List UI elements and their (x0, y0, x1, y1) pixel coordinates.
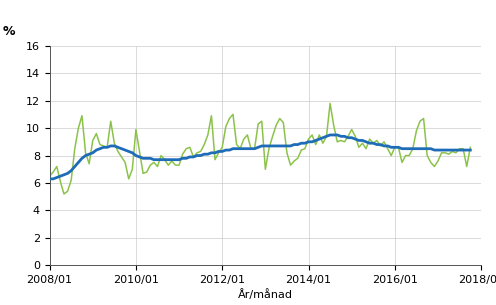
Relativt arbetslöshetstal, trend (190, 155, 196, 159)
Text: %: % (2, 25, 15, 38)
Relativt arbetslöshetstal, trend (341, 135, 347, 138)
Relativt arbetslöshetstal (467, 145, 473, 149)
Relativt arbetslöshetstal (384, 147, 390, 151)
Relativt arbetslöshetstal (61, 192, 67, 196)
Relativt arbetslöshetstal, trend (93, 148, 99, 152)
Relativt arbetslöshetstal, trend (327, 133, 333, 137)
Line: Relativt arbetslöshetstal, trend: Relativt arbetslöshetstal, trend (50, 135, 470, 179)
Relativt arbetslöshetstal (136, 150, 142, 153)
Relativt arbetslöshetstal, trend (133, 154, 139, 157)
Relativt arbetslöshetstal, trend (381, 144, 387, 148)
Relativt arbetslöshetstal (47, 174, 53, 178)
Line: Relativt arbetslöshetstal: Relativt arbetslöshetstal (50, 103, 470, 194)
Relativt arbetslöshetstal (194, 151, 200, 155)
Relativt arbetslöshetstal, trend (47, 177, 53, 181)
Relativt arbetslöshetstal, trend (374, 143, 380, 146)
X-axis label: År/månad: År/månad (238, 289, 293, 300)
Relativt arbetslöshetstal (377, 144, 383, 148)
Relativt arbetslöshetstal (97, 143, 103, 146)
Relativt arbetslöshetstal, trend (467, 148, 473, 152)
Relativt arbetslöshetstal (327, 102, 333, 105)
Relativt arbetslöshetstal (345, 135, 351, 138)
